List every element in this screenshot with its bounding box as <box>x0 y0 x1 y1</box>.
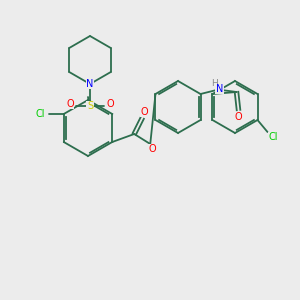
Text: Cl: Cl <box>269 132 278 142</box>
Text: N: N <box>216 84 223 94</box>
Text: S: S <box>87 101 93 111</box>
Text: O: O <box>235 112 242 122</box>
Text: Cl: Cl <box>35 109 44 119</box>
Text: H: H <box>211 79 218 88</box>
Text: O: O <box>148 144 156 154</box>
Text: O: O <box>106 99 114 109</box>
Text: O: O <box>66 99 74 109</box>
Text: N: N <box>86 79 94 89</box>
Text: O: O <box>140 107 148 117</box>
